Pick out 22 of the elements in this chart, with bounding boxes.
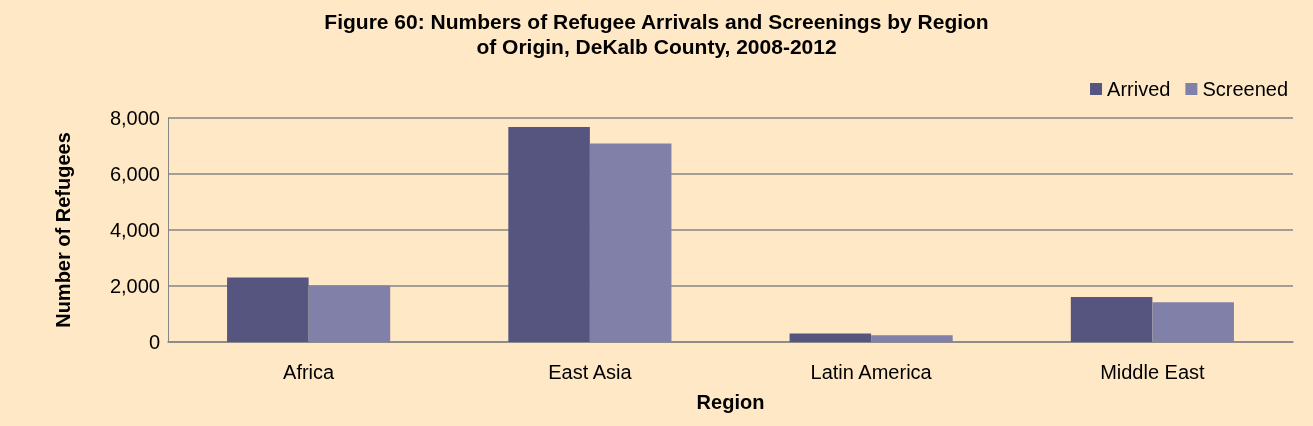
bar [308, 285, 391, 342]
chart-title: Figure 60: Numbers of Refugee Arrivals and Screenings by Region of Origin, DeKalb County, 2008-2012 [324, 10, 989, 58]
y-tick-label: 4,000 [109, 219, 160, 241]
legend-label: Arrived [1107, 78, 1171, 100]
bar [508, 126, 590, 342]
bar [789, 333, 872, 342]
bar [227, 277, 309, 342]
x-tick-label: Latin America [810, 361, 933, 383]
y-tick-label: 0 [148, 331, 160, 353]
bar [1070, 296, 1153, 342]
legend-label: Screened [1202, 78, 1289, 100]
bar [871, 335, 953, 342]
x-tick-label: Middle East [1100, 361, 1206, 383]
y-tick-label: 6,000 [109, 163, 160, 185]
x-axis-title: Region [696, 391, 765, 413]
y-axis-title: Number of Refugees [52, 132, 74, 328]
x-tick-label: Africa [283, 361, 336, 383]
bar [1152, 302, 1234, 342]
y-tick-label: 2,000 [109, 275, 160, 297]
y-tick-label: 8,000 [109, 107, 160, 129]
bar [589, 143, 672, 342]
x-tick-label: East Asia [548, 361, 633, 383]
